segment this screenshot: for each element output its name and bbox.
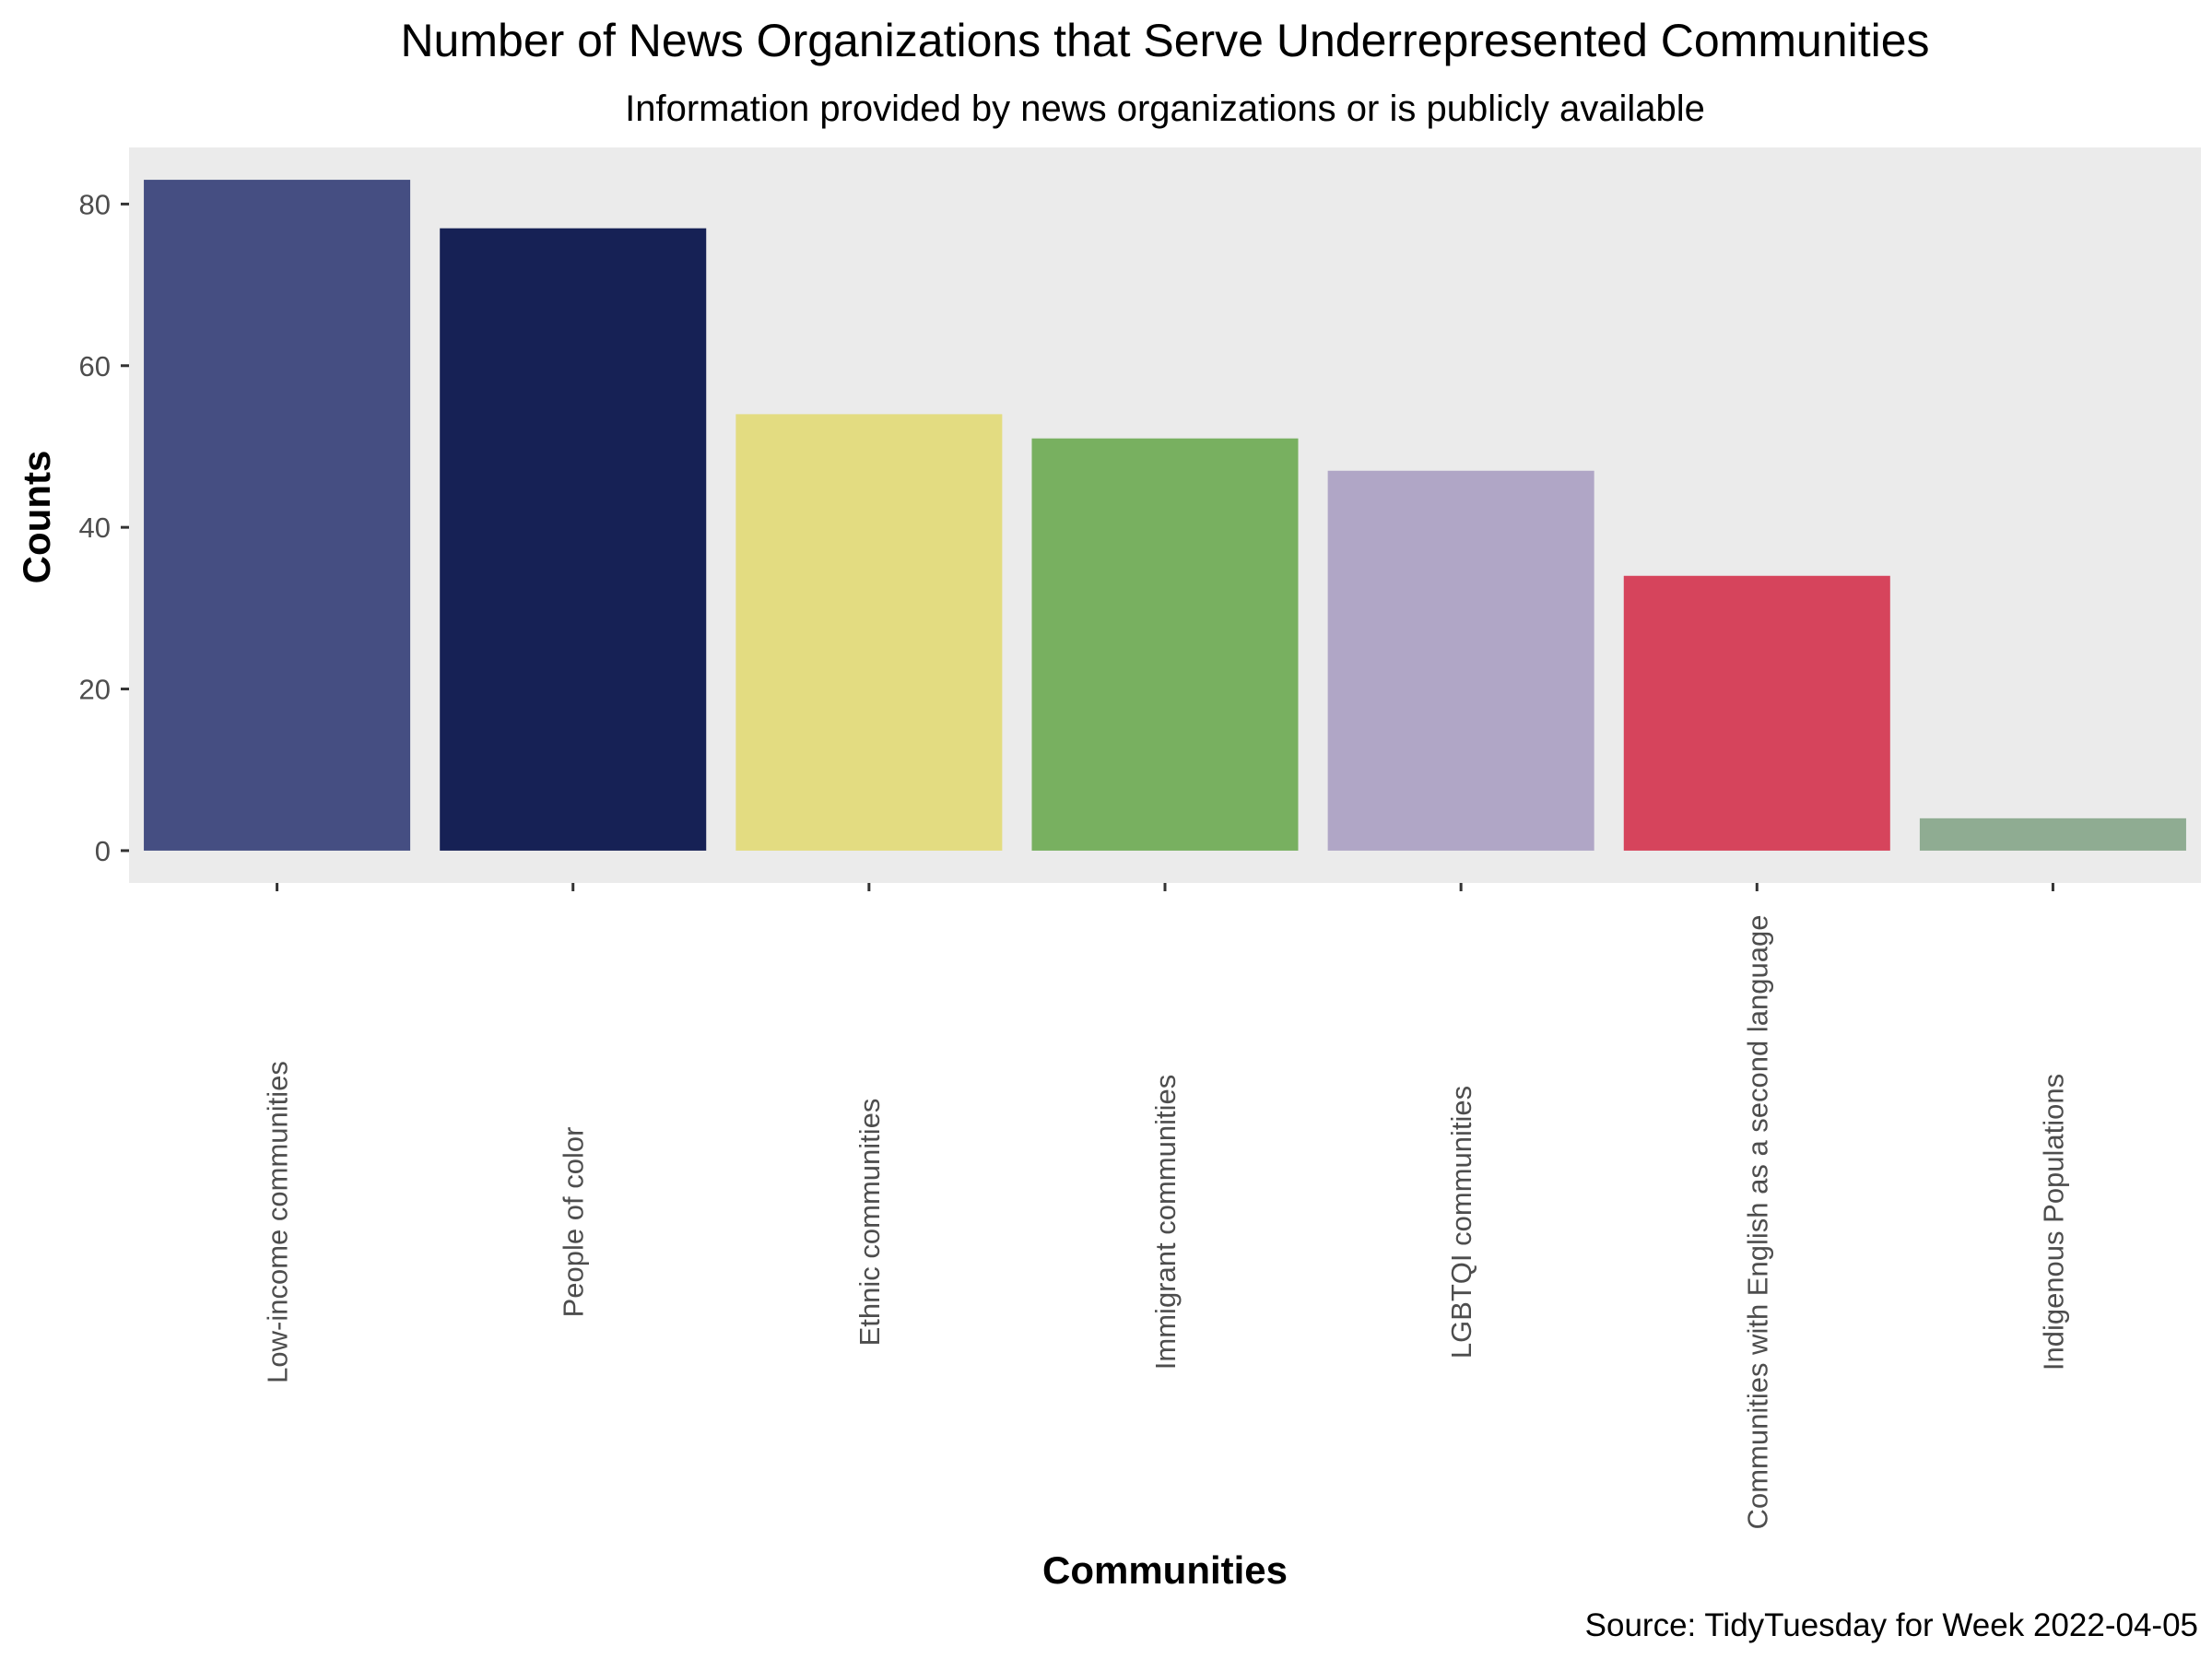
- x-axis: Low-income communities People of color Eth…: [262, 883, 2069, 1530]
- bar: [735, 414, 1003, 851]
- chart-title: Number of News Organizations that Serve …: [400, 15, 1929, 66]
- y-tick-label: 20: [79, 674, 111, 706]
- x-tick-label: Immigrant communities: [1149, 1075, 1182, 1370]
- bar: [1031, 438, 1299, 851]
- bar: [1327, 470, 1594, 851]
- x-tick-label: Communities with English as a second lan…: [1741, 915, 1773, 1530]
- y-tick-label: 80: [79, 188, 111, 220]
- bar: [440, 228, 707, 851]
- x-tick-label: Ethnic communities: [853, 1099, 886, 1347]
- source-caption: Source: TidyTuesday for Week 2022-04-05: [1585, 1607, 2198, 1643]
- bar: [144, 180, 411, 851]
- x-tick-label: Indigenous Populations: [2037, 1074, 2069, 1371]
- x-axis-title: Communities: [1042, 1548, 1288, 1592]
- y-tick-label: 60: [79, 350, 111, 382]
- bars: [144, 180, 2186, 851]
- x-tick-label: LGBTQI communities: [1445, 1086, 1477, 1359]
- bar: [1919, 818, 2186, 851]
- y-axis: 0 20 40 60 80: [79, 188, 129, 867]
- y-tick-label: 0: [95, 835, 111, 867]
- chart-subtitle: Information provided by news organizatio…: [625, 88, 1705, 129]
- y-tick-label: 40: [79, 512, 111, 544]
- x-tick-label: People of color: [558, 1127, 590, 1318]
- x-tick-label: Low-income communities: [262, 1061, 294, 1383]
- y-axis-title: Counts: [15, 451, 58, 584]
- bar: [1623, 575, 1890, 851]
